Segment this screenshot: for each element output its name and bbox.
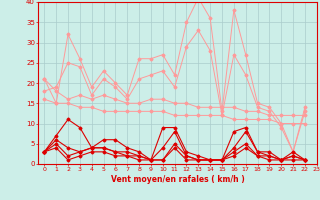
X-axis label: Vent moyen/en rafales ( km/h ): Vent moyen/en rafales ( km/h ) — [111, 175, 244, 184]
